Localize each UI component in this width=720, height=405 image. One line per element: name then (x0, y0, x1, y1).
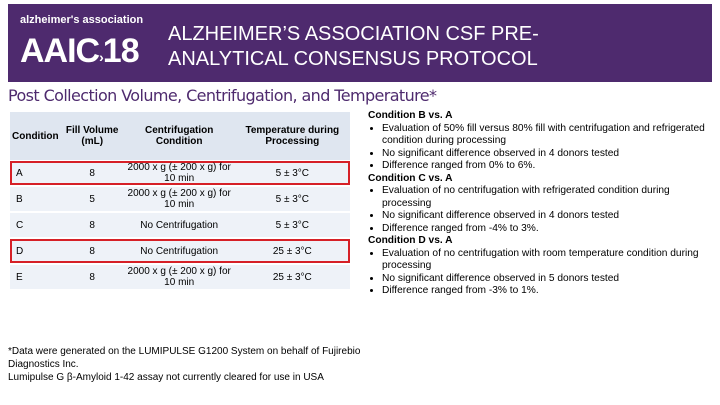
table-cell: 5 ± 3°C (234, 212, 350, 239)
note-bullet: Evaluation of 50% fill versus 80% fill w… (382, 123, 708, 148)
table-cell: 5 ± 3°C (234, 160, 350, 187)
logo-year: 18 (102, 32, 140, 70)
note-bullet: No significant difference observed in 4 … (382, 210, 708, 223)
note-heading: Condition B vs. A (368, 110, 453, 121)
table-cell: C (10, 212, 61, 239)
note-bullet: Difference ranged from -4% to 3%. (382, 223, 708, 236)
table-cell: 25 ± 3°C (234, 238, 350, 265)
table-cell: 2000 x g (± 200 x g) for 10 min (123, 264, 235, 291)
column-header: Centrifugation Condition (123, 112, 235, 161)
table-cell: 5 (60, 186, 124, 213)
table-cell: 8 (60, 264, 124, 291)
subtitle: Post Collection Volume, Centrifugation, … (8, 86, 437, 105)
note-bullet: Evaluation of no centrifugation with roo… (382, 248, 708, 273)
table-row: B 5 2000 x g (± 200 x g) for 10 min 5 ± 3°C (10, 186, 350, 213)
note-heading: Condition D vs. A (368, 235, 453, 246)
note-bullet: No significant difference observed in 4 … (382, 148, 708, 161)
data-table: Condition Fill Volume (mL) Centrifugation … (10, 112, 350, 291)
logo-event: AAIC (20, 32, 100, 70)
footnote: *Data were generated on the LUMIPULSE G1… (8, 345, 368, 384)
note-bullet: Evaluation of no centrifugation with ref… (382, 185, 708, 210)
table-row: E 8 2000 x g (± 200 x g) for 10 min 25 ± 3°… (10, 264, 350, 291)
note-bullet: Difference ranged from 0% to 6%. (382, 160, 708, 173)
table-cell: 8 (60, 238, 124, 265)
table-cell: E (10, 264, 61, 291)
logo: AAIC›18 (20, 32, 140, 70)
table-cell: D (10, 238, 61, 265)
table-cell: 2000 x g (± 200 x g) for 10 min (123, 186, 235, 213)
note-bullet: No significant difference observed in 5 … (382, 273, 708, 286)
table-row: A 8 2000 x g (± 200 x g) for 10 min 5 ± 3°C (10, 160, 350, 187)
table-cell: 2000 x g (± 200 x g) for 10 min (123, 160, 235, 187)
footnote-line: Lumipulse G β-Amyloid 1-42 assay not cur… (8, 372, 324, 383)
note-list: Evaluation of no centrifugation with ref… (368, 185, 708, 235)
table-cell: B (10, 186, 61, 213)
table-cell: 5 ± 3°C (234, 186, 350, 213)
note-bullet: Difference ranged from -3% to 1%. (382, 285, 708, 298)
logo-brand: alzheimer's association (20, 14, 144, 26)
slide-title: ALZHEIMER’S ASSOCIATION CSF PRE-ANALYTIC… (168, 23, 539, 70)
column-header: Temperature during Processing (234, 112, 350, 161)
table-cell: 8 (60, 212, 124, 239)
table-cell: A (10, 160, 61, 187)
table-cell: 25 ± 3°C (234, 264, 350, 291)
header-band (8, 4, 712, 82)
note-heading: Condition C vs. A (368, 172, 453, 184)
table-cell: No Centrifugation (123, 212, 235, 239)
notes: Condition B vs. A Evaluation of 50% fill … (368, 110, 708, 298)
table-cell: No Centrifugation (123, 238, 235, 265)
column-header: Condition (10, 112, 61, 161)
column-header: Fill Volume (mL) (60, 112, 124, 161)
table-row: D 8 No Centrifugation 25 ± 3°C (10, 238, 350, 265)
table-row: C 8 No Centrifugation 5 ± 3°C (10, 212, 350, 239)
note-list: Evaluation of 50% fill versus 80% fill w… (368, 123, 708, 173)
footnote-line: *Data were generated on the LUMIPULSE G1… (8, 346, 361, 370)
table-cell: 8 (60, 160, 124, 187)
note-list: Evaluation of no centrifugation with roo… (368, 248, 708, 298)
